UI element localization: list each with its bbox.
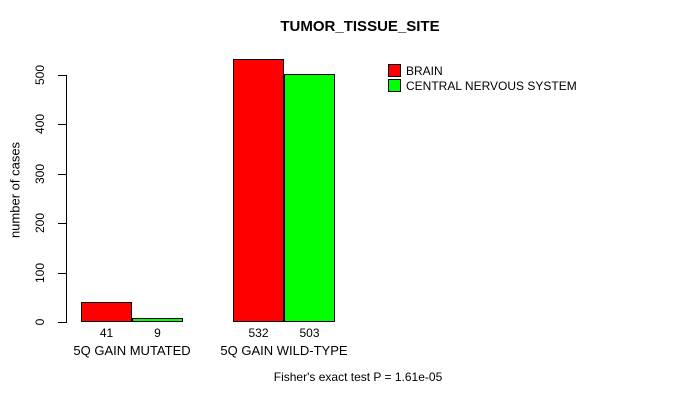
fisher-test-caption: Fisher's exact test P = 1.61e-05: [273, 370, 443, 384]
y-tick-label: 400: [33, 114, 47, 135]
category-label: 5Q GAIN MUTATED: [73, 343, 191, 358]
bar-value-label: 532: [248, 326, 269, 340]
y-tick-mark: [58, 124, 66, 126]
legend: BRAIN CENTRAL NERVOUS SYSTEM: [388, 63, 577, 93]
category-label: 5Q GAIN WILD-TYPE: [220, 343, 348, 358]
legend-item: CENTRAL NERVOUS SYSTEM: [388, 78, 577, 93]
bar-brain: [233, 59, 284, 322]
bar-value-label: 503: [299, 326, 320, 340]
legend-label: CENTRAL NERVOUS SYSTEM: [406, 78, 577, 93]
bar-brain: [81, 301, 132, 322]
y-axis-label: number of cases: [7, 141, 23, 239]
y-tick-label: 200: [33, 213, 47, 234]
y-tick-label: 100: [33, 262, 47, 283]
y-tick-label: 300: [33, 163, 47, 184]
y-tick-mark: [58, 75, 66, 76]
legend-swatch-central-nervous-system: [388, 79, 401, 92]
y-tick-mark: [58, 272, 66, 274]
chart-title: TUMOR_TISSUE_SITE: [280, 18, 440, 35]
legend-item: BRAIN: [388, 63, 577, 78]
legend-label: BRAIN: [406, 63, 443, 78]
bar-value-label: 9: [154, 326, 161, 340]
y-axis-line: [66, 75, 67, 323]
y-tick-mark: [58, 223, 66, 225]
legend-swatch-brain: [388, 64, 401, 77]
y-tick-mark: [58, 173, 66, 175]
y-tick-label: 500: [33, 64, 47, 86]
bar-value-label: 41: [99, 326, 114, 340]
bar-central-nervous-system: [284, 73, 335, 322]
y-tick-mark: [58, 322, 66, 323]
bar-central-nervous-system: [132, 317, 183, 322]
y-tick-label: 0: [33, 318, 47, 326]
